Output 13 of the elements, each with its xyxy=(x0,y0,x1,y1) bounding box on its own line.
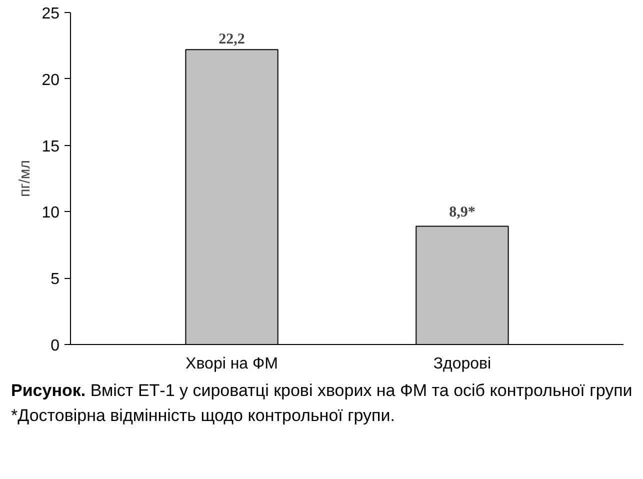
data-label: 8,9* xyxy=(449,204,476,220)
y-tick-label: 20 xyxy=(42,72,60,89)
y-tick-label: 10 xyxy=(42,204,60,222)
text: *Достовірна відмінність щодо контрольної групи. xyxy=(11,405,396,426)
y-tick-label: 0 xyxy=(50,338,60,354)
y-tick-label: 15 xyxy=(42,138,60,156)
text: Рисунок. Вміст ЕТ-1 у сироватці крові хворих на ФМ та осіб контрольної групи xyxy=(11,380,632,402)
y-tick-label: 5 xyxy=(50,271,60,288)
y-tick-label: 25 xyxy=(42,6,60,22)
data-label: 22,2 xyxy=(218,32,245,48)
x-tick-label: Здорові xyxy=(433,356,492,372)
y-axis-title: пг/мл xyxy=(16,160,34,197)
x-tick-label: Хворі на ФМ xyxy=(186,356,278,372)
